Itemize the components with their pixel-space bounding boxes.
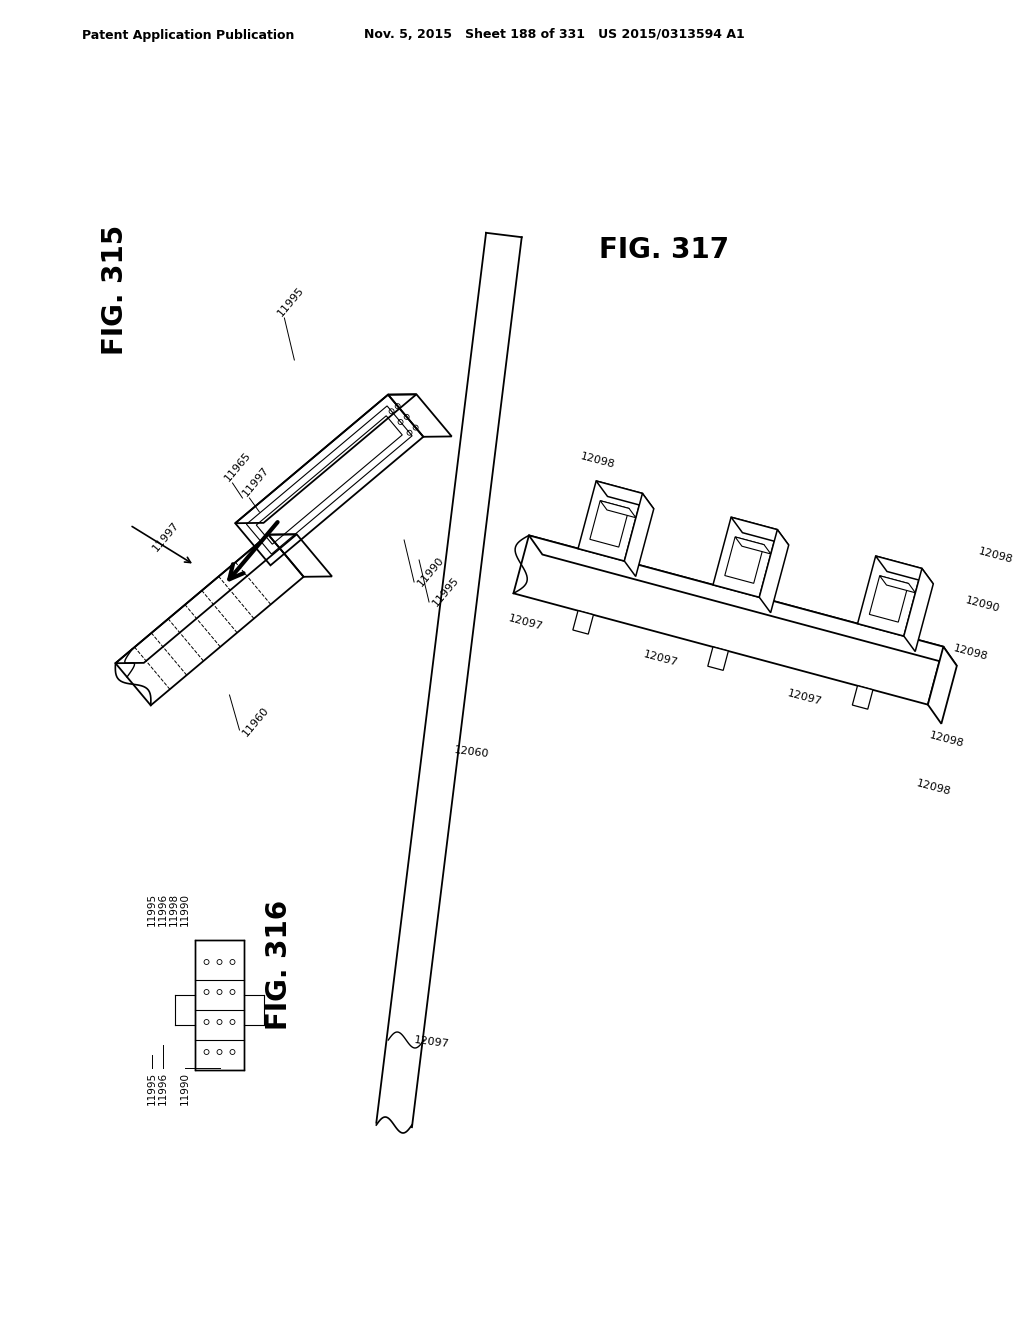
Polygon shape (857, 556, 922, 636)
Polygon shape (731, 517, 788, 545)
Text: FIG. 315: FIG. 315 (100, 224, 129, 355)
Polygon shape (590, 500, 629, 546)
Text: Nov. 5, 2015   Sheet 188 of 331   US 2015/0313594 A1: Nov. 5, 2015 Sheet 188 of 331 US 2015/03… (365, 29, 744, 41)
Text: 11990: 11990 (179, 894, 189, 927)
Polygon shape (928, 647, 956, 723)
Text: 11997: 11997 (151, 520, 181, 553)
Polygon shape (904, 569, 933, 652)
Text: 11965: 11965 (222, 450, 253, 483)
Polygon shape (759, 529, 788, 612)
Polygon shape (869, 576, 908, 622)
Text: 12097: 12097 (786, 689, 823, 708)
Text: 12097: 12097 (642, 649, 679, 668)
Text: 11996: 11996 (158, 892, 168, 927)
Polygon shape (513, 536, 943, 705)
Text: 12098: 12098 (915, 779, 952, 797)
Polygon shape (876, 556, 933, 583)
Text: 12098: 12098 (952, 643, 988, 661)
Polygon shape (579, 480, 642, 561)
Text: 12090: 12090 (965, 595, 1001, 614)
Polygon shape (735, 537, 771, 554)
Text: 11990: 11990 (179, 1072, 189, 1105)
Polygon shape (708, 647, 728, 671)
Text: 12098: 12098 (580, 451, 616, 470)
Text: 12060: 12060 (454, 744, 489, 759)
Text: 11995: 11995 (275, 285, 306, 318)
Text: 12097: 12097 (414, 1035, 450, 1049)
Text: FIG. 317: FIG. 317 (599, 236, 729, 264)
Polygon shape (596, 480, 653, 508)
Text: Patent Application Publication: Patent Application Publication (82, 29, 294, 41)
Text: FIG. 316: FIG. 316 (265, 900, 294, 1030)
Text: 11998: 11998 (169, 892, 178, 927)
Text: 11995: 11995 (146, 892, 157, 927)
Polygon shape (725, 537, 764, 583)
Text: 11996: 11996 (158, 1072, 168, 1105)
Text: 12098: 12098 (929, 730, 966, 748)
Polygon shape (880, 576, 915, 593)
Text: 11997: 11997 (241, 465, 271, 498)
Polygon shape (572, 611, 594, 634)
Polygon shape (852, 685, 872, 709)
Text: 11995: 11995 (430, 574, 461, 609)
Text: 11960: 11960 (241, 705, 271, 738)
Polygon shape (600, 500, 636, 517)
Text: 12098: 12098 (978, 546, 1015, 565)
Polygon shape (529, 536, 956, 665)
Text: 11990: 11990 (416, 554, 445, 589)
Polygon shape (713, 517, 777, 597)
Polygon shape (625, 494, 653, 577)
Text: 11995: 11995 (146, 1072, 157, 1105)
Text: 12097: 12097 (507, 614, 544, 632)
